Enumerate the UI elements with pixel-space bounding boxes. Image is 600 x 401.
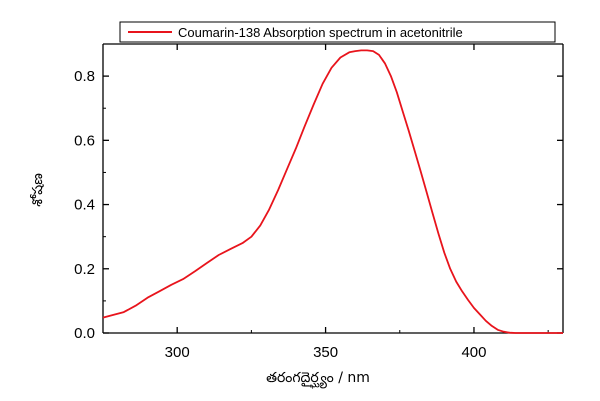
y-axis-label: శోషణ (30, 173, 46, 207)
x-tick-label: 300 (165, 344, 190, 361)
x-axis-ticks: 300 350 400 (165, 44, 486, 361)
legend: Coumarin-138 Absorption spectrum in acet… (119, 21, 556, 43)
y-axis-ticks: 0.0 0.2 0.4 0.6 0.8 (74, 68, 563, 342)
x-tick-label: 400 (461, 344, 486, 361)
series-line (102, 49, 563, 334)
y-tick-label: 0.0 (74, 325, 95, 342)
legend-label: Coumarin-138 Absorption spectrum in acet… (178, 25, 463, 40)
series-layer (102, 49, 563, 334)
y-tick-label: 0.6 (74, 132, 95, 149)
x-axis-label: తరంగదైర్ఘ్యం / nm (266, 370, 370, 389)
y-tick-label: 0.4 (74, 197, 95, 214)
y-tick-label: 0.2 (74, 261, 95, 278)
minor-ticks (102, 43, 549, 333)
y-tick-label: 0.8 (74, 68, 95, 85)
plot-frame (102, 43, 564, 334)
legend-box (119, 21, 556, 43)
x-tick-label: 350 (313, 344, 338, 361)
